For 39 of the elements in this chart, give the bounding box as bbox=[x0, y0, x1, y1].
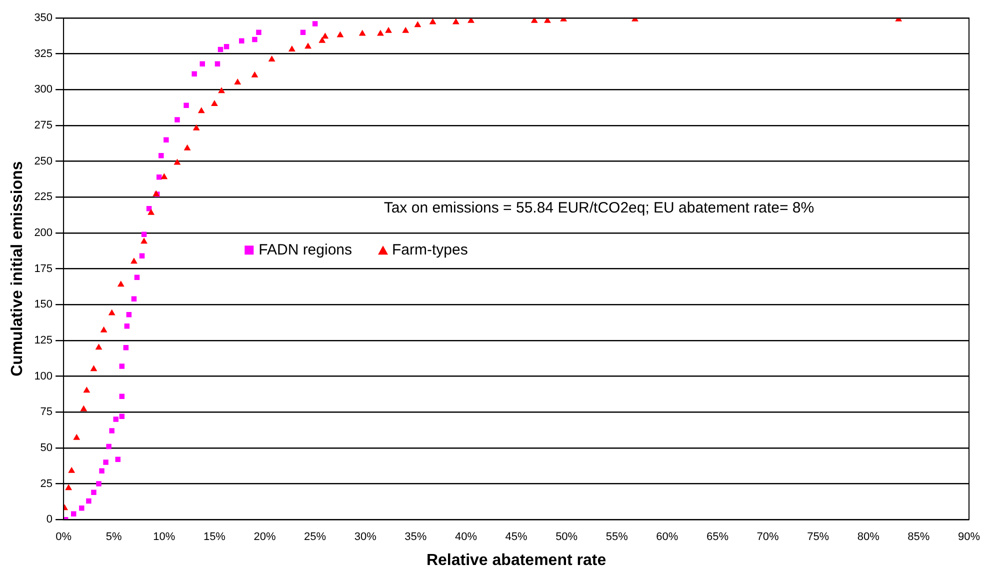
x-tick-label: 25% bbox=[304, 531, 326, 544]
x-tick-label: 15% bbox=[203, 531, 226, 544]
y-tick-label: 300 bbox=[34, 84, 53, 96]
x-tick-label: 10% bbox=[153, 531, 176, 544]
y-tick-label: 225 bbox=[34, 191, 53, 204]
x-tick-label: 60% bbox=[656, 531, 678, 544]
x-tick-label: 90% bbox=[958, 531, 980, 544]
x-tick-label: 70% bbox=[756, 531, 780, 544]
x-tick-label: 85% bbox=[908, 531, 930, 544]
y-tick-label: 250 bbox=[34, 155, 53, 168]
legend-label: Farm-types bbox=[392, 242, 468, 259]
legend-label: FADN regions bbox=[258, 242, 352, 259]
y-tick-label: 150 bbox=[34, 298, 53, 311]
x-tick-label: 80% bbox=[857, 531, 880, 544]
y-tick-label: 125 bbox=[34, 334, 53, 346]
y-tick-label: 275 bbox=[34, 120, 53, 132]
y-tick-label: 0 bbox=[46, 514, 53, 526]
x-tick-label: 45% bbox=[505, 531, 528, 544]
x-tick-label: 75% bbox=[807, 531, 830, 544]
y-tick-label: 175 bbox=[34, 262, 53, 275]
x-tick-label: 65% bbox=[706, 531, 729, 544]
x-axis-title: Relative abatement rate bbox=[426, 552, 606, 569]
y-tick-label: 200 bbox=[34, 227, 53, 240]
x-tick-label: 35% bbox=[404, 531, 427, 544]
x-tick-label: 40% bbox=[454, 531, 478, 544]
x-tick-label: 0% bbox=[56, 531, 72, 544]
x-tick-label: 55% bbox=[606, 531, 628, 544]
x-tick-label: 50% bbox=[556, 531, 578, 544]
y-tick-label: 75 bbox=[40, 406, 53, 418]
x-tick-label: 30% bbox=[354, 531, 377, 544]
y-tick-label: 100 bbox=[34, 370, 53, 382]
x-tick-label: 5% bbox=[106, 531, 122, 544]
annotation: Tax on emissions = 55.84 EUR/tCO2eq; EU abatement rate= 8% bbox=[384, 200, 814, 217]
y-tick-label: 50 bbox=[40, 442, 53, 454]
y-tick-label: 350 bbox=[34, 12, 53, 24]
x-tick-label: 20% bbox=[254, 531, 276, 544]
y-axis-title: Cumulative initial emissions bbox=[9, 161, 26, 376]
y-tick-label: 25 bbox=[40, 478, 53, 490]
y-tick-label: 325 bbox=[34, 48, 53, 60]
